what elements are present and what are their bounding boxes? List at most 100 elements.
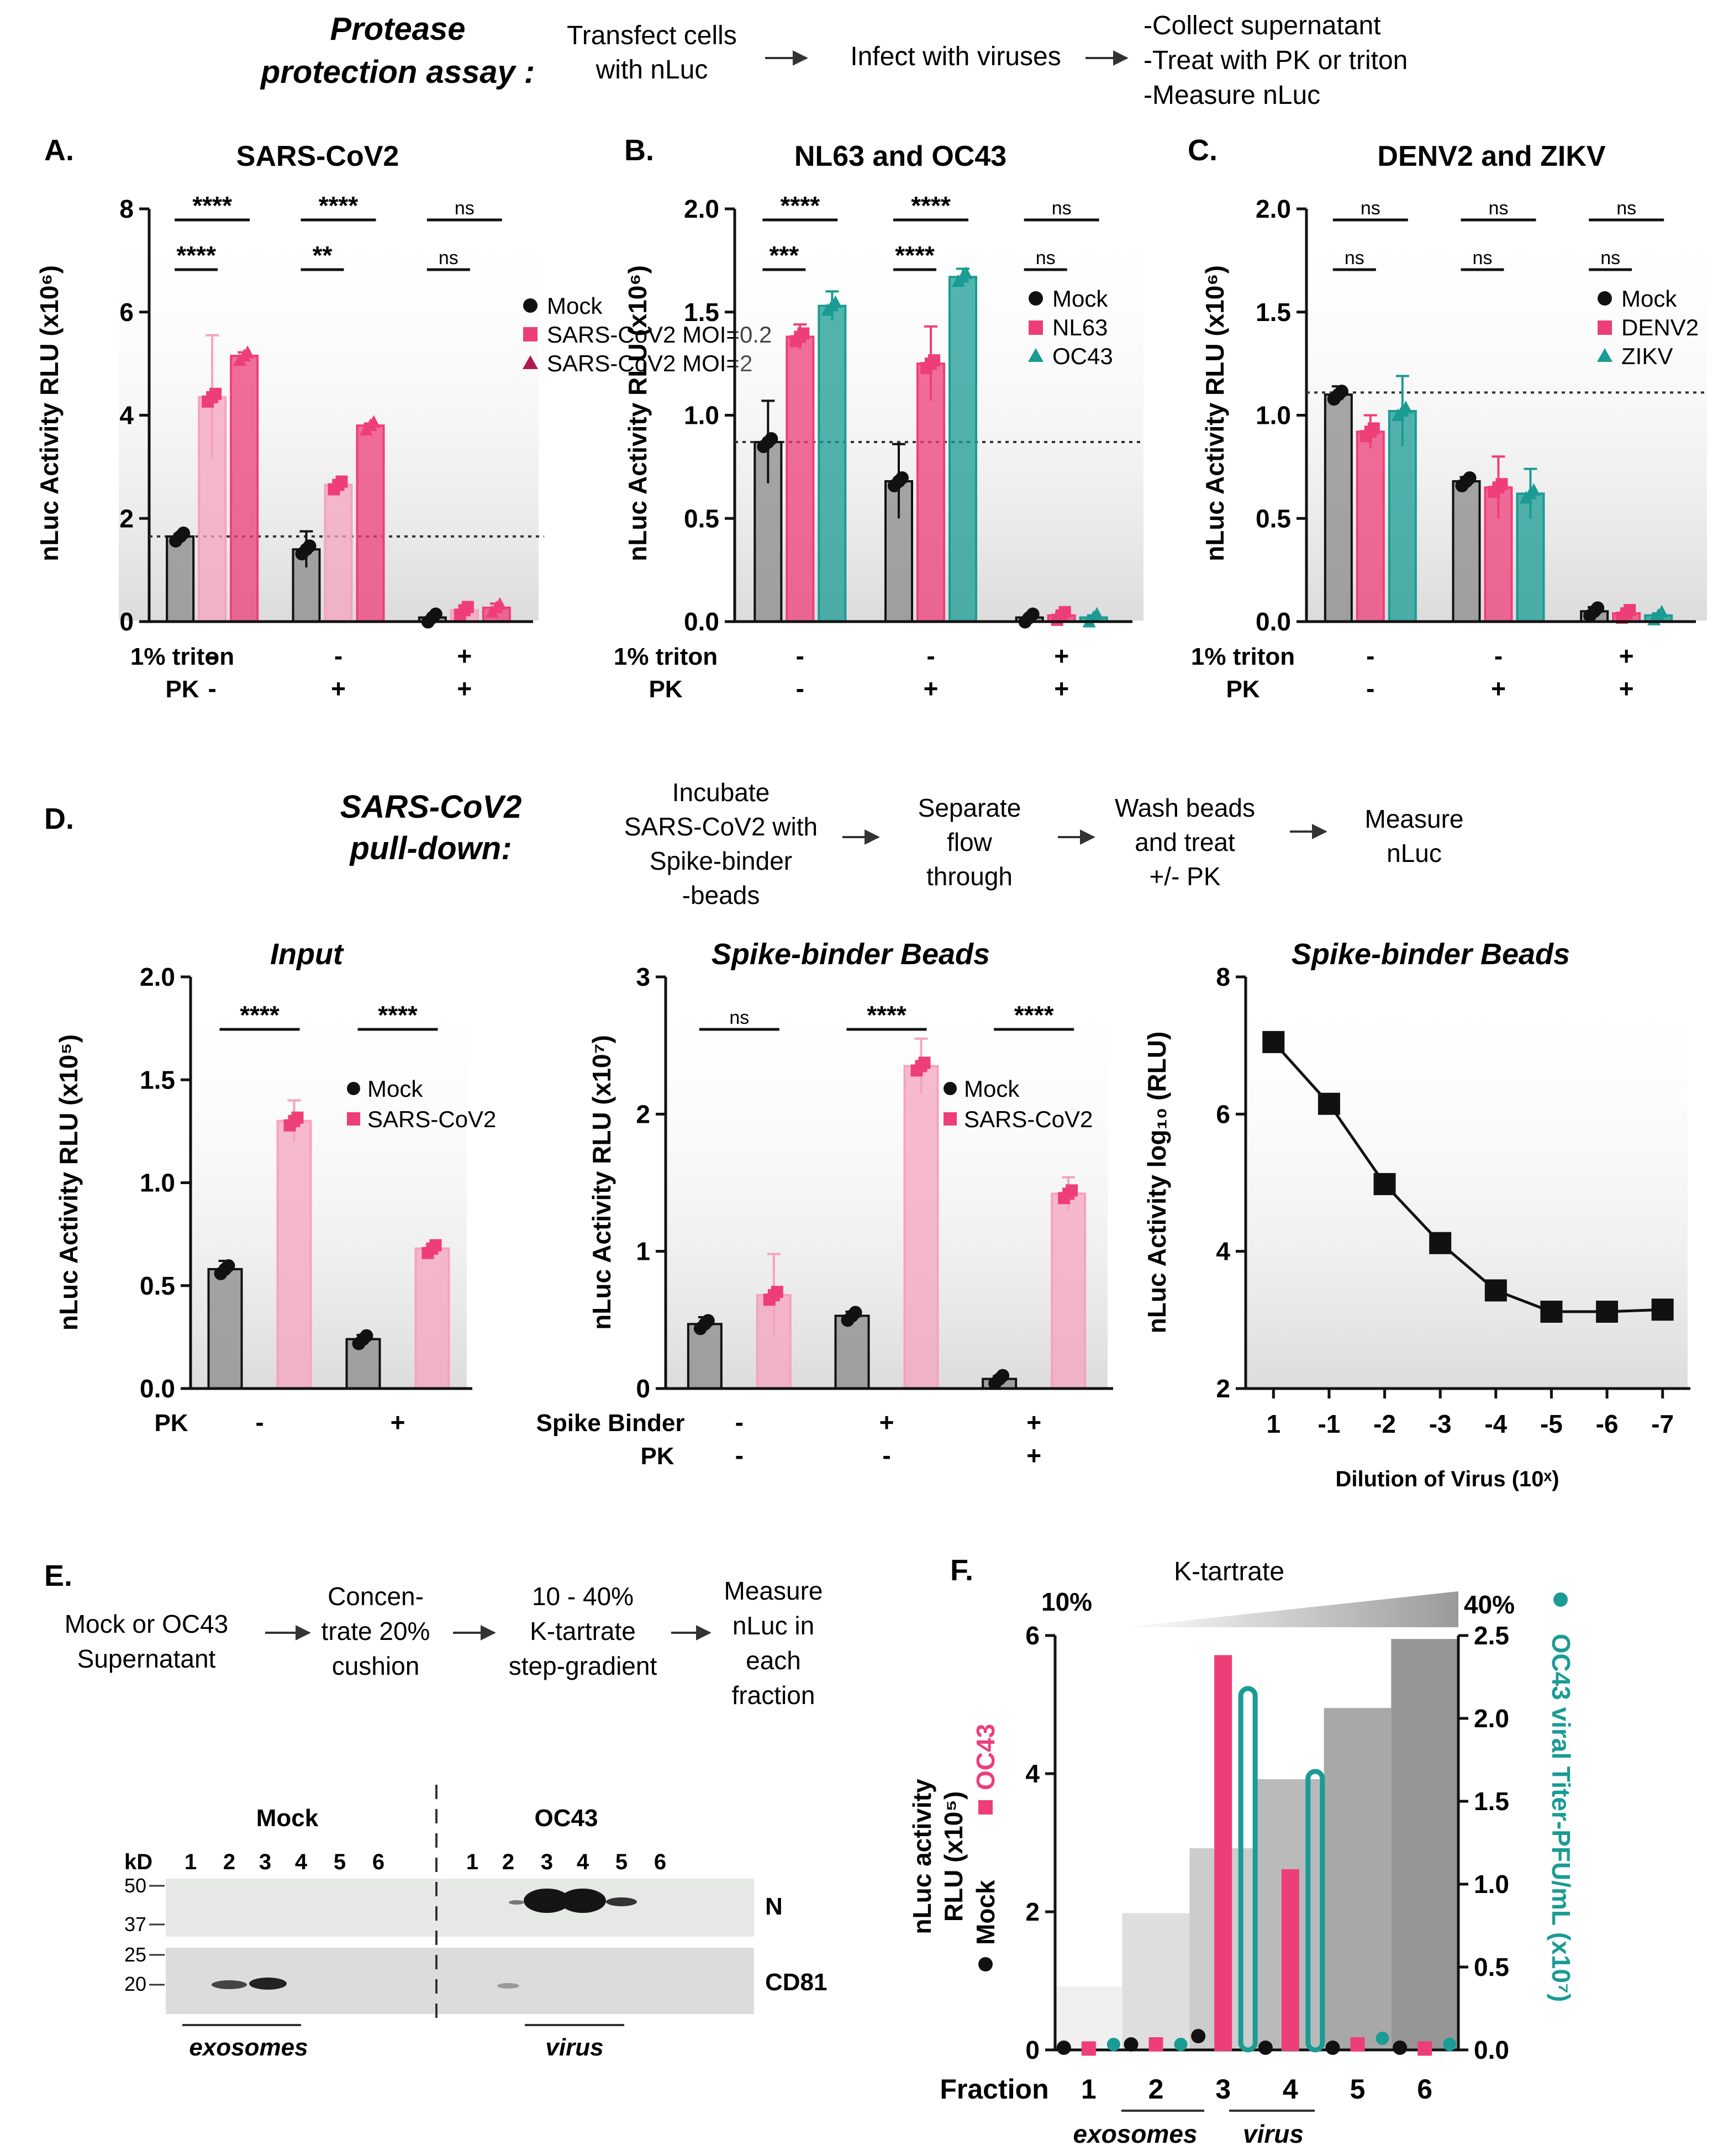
chart-B-cond-0-1: - xyxy=(926,641,935,670)
chart-D1-ytick-label-4: 2.0 xyxy=(140,963,175,991)
chart-D1-bar-sars-cov2-0 xyxy=(276,1119,312,1390)
blot-oc43-lane-2: 2 xyxy=(502,1850,514,1874)
panel-b-legend-oc43-marker xyxy=(1028,348,1044,362)
blot-band-cd81-lane3 xyxy=(249,1978,287,1990)
panel-f-step-2 xyxy=(1122,1913,1190,2050)
panel-c-legend-mock-marker xyxy=(1598,291,1612,306)
chart-A-cond-0-0: - xyxy=(208,641,217,670)
panel-c-legend-denv2-marker xyxy=(1598,320,1612,335)
chart-C-cond-1-2: + xyxy=(1619,674,1634,703)
panel-f-legend-oc43: OC43 xyxy=(971,1724,1000,1790)
chart-panel-d-beads: Spike-binder Beads nLuc Activity RLU (x1… xyxy=(536,938,1113,1470)
svg-text:Measure: Measure xyxy=(724,1576,823,1605)
chart-D2-pts-0-2-pt2 xyxy=(993,1372,1006,1386)
panel-f-legend-oc43-marker xyxy=(978,1800,993,1815)
panel-c-title: DENV2 and ZIKV xyxy=(1377,140,1605,172)
blot-band-n-lane3 xyxy=(524,1889,570,1913)
panel-d-title-line2: pull-down: xyxy=(349,830,512,866)
panel-f-ylabel-left-1: nLuc activity xyxy=(908,1779,936,1934)
panel-a-legend-mock-marker xyxy=(523,298,537,313)
chart-C-ytick-label-2: 1.0 xyxy=(1256,401,1291,430)
chart-C-pts-1-2-pt2 xyxy=(1620,607,1633,620)
svg-text:+/- PK: +/- PK xyxy=(1149,862,1220,891)
panel-d2-plot-bg xyxy=(666,977,1108,1389)
chart-D2-sig-top-0: ns xyxy=(729,1007,749,1028)
chart-C-sig-low-2: ns xyxy=(1600,248,1620,269)
blot-oc43-label: OC43 xyxy=(535,1805,598,1832)
chart-panel-d-input: Input nLuc Activity RLU (x10⁵) Mock SARS… xyxy=(54,938,496,1437)
chart-panel-b: B. NL63 and OC43 nLuc Activity RLU (x10⁶… xyxy=(614,134,1143,703)
chart-B-sig-low-1: **** xyxy=(895,241,935,270)
chart-D3-ytick-label-2: 6 xyxy=(1216,1100,1230,1128)
chart-A-pts-1-2-pt2 xyxy=(458,604,471,617)
chart-A-cond-0-1: - xyxy=(334,641,342,670)
panel-b-letter: B. xyxy=(624,134,654,167)
chart-B-bar-oc43-0 xyxy=(818,304,847,623)
chart-F-mock-2 xyxy=(1124,2037,1139,2052)
svg-text:-beads: -beads xyxy=(682,881,760,909)
panel-d-step-1: Incubate SARS-CoV2 with Spike-binder -be… xyxy=(624,778,818,909)
chart-C-ytick-label-4: 2.0 xyxy=(1256,194,1291,223)
chart-C-sig-low-0: ns xyxy=(1345,248,1364,269)
svg-text:flow: flow xyxy=(947,828,993,856)
chart-D2-cond-0-0: - xyxy=(735,1408,744,1437)
chart-A-bar-sars-cov2-moi-0-2-1 xyxy=(324,483,353,623)
chart-C-pts-0-1-pt2 xyxy=(1459,475,1473,488)
chart-F-left-ytick-label-3: 6 xyxy=(1025,1621,1040,1650)
chart-A-sig-top-0: **** xyxy=(192,191,232,220)
panel-d2-cond-spike-label: Spike Binder xyxy=(536,1410,685,1437)
chart-F-left-ytick-label-1: 2 xyxy=(1025,1897,1040,1926)
chart-C-sig-low-1: ns xyxy=(1473,248,1493,269)
chart-D2-pts-1-2-pt2 xyxy=(1062,1187,1075,1200)
chart-D1-cond-0-0: - xyxy=(255,1408,264,1437)
chart-B-sig-low-2: ns xyxy=(1036,248,1056,269)
chart-D3-xtick-label-6: -6 xyxy=(1596,1410,1619,1438)
chart-B-pts-2-2-pt2 xyxy=(1087,610,1100,623)
chart-B-pts-1-2-pt2 xyxy=(1055,609,1068,622)
panel-b-legend-nl63-marker xyxy=(1029,320,1043,335)
panel-f-exosomes-label: exosomes xyxy=(1073,2120,1197,2148)
chart-panel-f: F. K-tartrate 10% 40% nLuc activity RLU … xyxy=(908,1554,1575,2148)
chart-B-cond-1-2: + xyxy=(1054,674,1069,703)
panel-d2-ylabel: nLuc Activity RLU (x10⁷) xyxy=(587,1035,616,1330)
blot-band-label-n: N xyxy=(765,1893,783,1920)
chart-A-sig-low-2: ns xyxy=(439,248,459,269)
blot-marker-25: 25 xyxy=(124,1943,146,1966)
panel-c-legend-mock: Mock xyxy=(1621,286,1677,312)
panel-d1-title: Input xyxy=(270,938,344,971)
chart-B-ytick-label-0: 0.0 xyxy=(684,607,719,636)
blot-mock-lane-3: 3 xyxy=(259,1850,271,1874)
blot-oc43-lane-4: 4 xyxy=(577,1850,589,1874)
chart-A-sig-top-2: ns xyxy=(455,198,475,219)
blot-mock-lane-4: 4 xyxy=(295,1850,308,1874)
chart-D3-xtick-label-5: -5 xyxy=(1540,1410,1563,1438)
panel-a-cond-pk-label: PK xyxy=(165,676,199,703)
chart-D2-ytick-label-3: 3 xyxy=(636,963,650,991)
panel-f-gradient-low: 10% xyxy=(1041,1587,1092,1616)
panel-d1-legend-mock-marker xyxy=(347,1082,360,1095)
chart-D1-bar-mock-0 xyxy=(207,1268,243,1390)
chart-D3-point-6 xyxy=(1596,1300,1619,1323)
chart-panel-d-dilution: Spike-binder Beads nLuc Activity log₁₀ (… xyxy=(1142,938,1690,1491)
chart-B-cond-1-1: + xyxy=(924,674,939,703)
chart-D1-pts-1-0-pt2 xyxy=(288,1114,301,1127)
blot-mock-lane-5: 5 xyxy=(334,1850,346,1874)
chart-D2-cond-0-2: + xyxy=(1026,1408,1041,1437)
panel-b-legend-mock: Mock xyxy=(1052,286,1108,312)
panel-d-letter: D. xyxy=(44,802,74,835)
chart-F-oc43-viral-titer-6 xyxy=(1443,2038,1457,2051)
blot-mock-lane-6: 6 xyxy=(372,1850,384,1874)
chart-B-ytick-label-2: 1.0 xyxy=(684,401,719,430)
panel-d2-legend-mock-marker xyxy=(944,1082,957,1095)
blot-band-n-lane5 xyxy=(606,1897,637,1906)
header-step-transfect-1: Transfect cells xyxy=(567,21,737,50)
chart-A-pts-0-1-pt2 xyxy=(299,543,313,556)
chart-F-oc43-viral-titer-4 xyxy=(1305,1769,1325,2053)
panel-f-letter: F. xyxy=(950,1554,973,1587)
chart-B-pts-1-0-pt2 xyxy=(794,330,807,343)
chart-D3-point-0 xyxy=(1262,1030,1285,1053)
chart-A-ytick-label-4: 8 xyxy=(119,194,134,223)
panel-d2-legend-sars: SARS-CoV2 xyxy=(964,1106,1093,1132)
header-step-measure: -Measure nLuc xyxy=(1143,81,1320,110)
